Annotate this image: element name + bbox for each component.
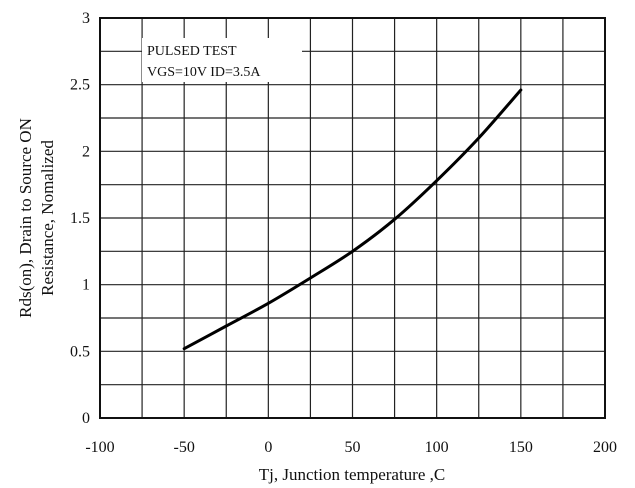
y-tick-label: 1 — [82, 277, 90, 294]
y-tick-label: 2.5 — [70, 77, 90, 94]
x-tick-labels: -100 -50 0 50 100 150 200 — [85, 439, 617, 456]
y-tick-label: 1.5 — [70, 210, 90, 227]
x-tick-label: 50 — [345, 439, 361, 456]
annotation-line-1: PULSED TEST — [147, 44, 237, 59]
x-axis-label: Tj, Junction temperature ,C — [259, 465, 445, 484]
x-tick-label: 150 — [509, 439, 533, 456]
y-tick-labels: 0 0.5 1 1.5 2 2.5 3 — [70, 10, 90, 427]
y-tick-label: 3 — [82, 10, 90, 27]
x-tick-label: -50 — [174, 439, 195, 456]
y-tick-label: 0 — [82, 410, 90, 427]
y-tick-label: 2 — [82, 143, 90, 160]
y-axis-label-line-2: Resistance, Nomalized — [38, 140, 57, 296]
annotation-box — [142, 38, 302, 82]
y-axis-label-line-1: Rds(on), Drain to Source ON — [16, 118, 35, 318]
x-tick-label: 100 — [425, 439, 449, 456]
series-line — [182, 88, 523, 351]
plot-frame — [99, 17, 606, 419]
x-tick-label: -100 — [85, 439, 114, 456]
x-tick-label: 200 — [593, 439, 617, 456]
grid — [100, 18, 605, 418]
y-tick-label: 0.5 — [70, 343, 90, 360]
series-layer — [182, 88, 523, 351]
x-tick-label: 0 — [264, 439, 272, 456]
annotation-line-2: VGS=10V ID=3.5A — [147, 65, 261, 80]
